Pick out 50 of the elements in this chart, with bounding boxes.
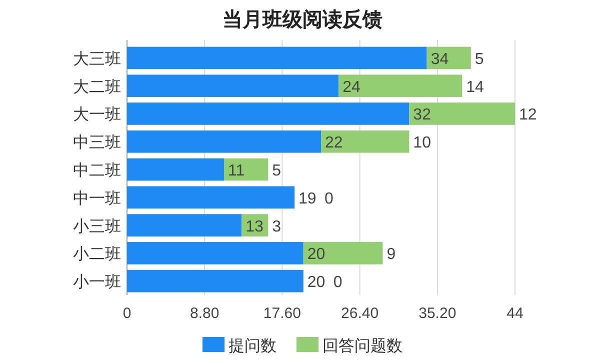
- data-label: 32: [413, 106, 432, 124]
- data-label: 13: [246, 218, 264, 236]
- data-label: 12: [519, 106, 537, 124]
- bar: [303, 242, 383, 264]
- y-tick-label: 中一班: [73, 189, 121, 208]
- x-tick-label: 26.40: [341, 305, 379, 322]
- data-label: 14: [466, 78, 484, 96]
- bar: [127, 130, 321, 153]
- data-label: 9: [386, 246, 396, 264]
- data-label: 24: [342, 78, 361, 96]
- bar: [127, 270, 304, 292]
- bar: [127, 186, 295, 209]
- legend-label: 提问数: [228, 337, 276, 355]
- y-tick-label: 小一班: [73, 273, 121, 292]
- bar: [127, 46, 427, 70]
- x-tick-label: 44: [506, 305, 524, 322]
- x-tick-label: 0: [122, 305, 132, 322]
- data-label: 5: [272, 162, 282, 180]
- y-tick-label: 大二班: [73, 78, 121, 96]
- bar: [127, 102, 410, 125]
- bar: [338, 74, 462, 97]
- data-label: 22: [325, 134, 343, 152]
- data-label: 34: [430, 50, 449, 68]
- data-label: 20: [307, 274, 326, 292]
- bar: [321, 130, 410, 153]
- y-tick-label: 中三班: [73, 134, 121, 152]
- bar: [127, 242, 304, 264]
- bar: [127, 158, 224, 181]
- data-label: 10: [413, 134, 432, 152]
- y-tick-label: 中二班: [73, 162, 121, 180]
- data-label: 3: [272, 218, 282, 236]
- chart-title: 当月班级阅读反馈: [222, 8, 382, 31]
- bar: [127, 214, 242, 236]
- data-label: 19: [298, 190, 316, 208]
- data-label: 11: [228, 162, 245, 180]
- data-label: 20: [307, 246, 326, 264]
- x-tick-label: 35.20: [418, 305, 456, 322]
- legend-label: 回答问题数: [322, 337, 402, 355]
- data-label: 0: [333, 274, 342, 292]
- data-label: 5: [474, 50, 484, 68]
- y-tick-label: 大三班: [73, 50, 121, 68]
- bar: [409, 102, 515, 125]
- data-label: 0: [324, 190, 334, 208]
- x-tick-label: 17.60: [263, 305, 301, 322]
- y-tick-label: 小三班: [73, 217, 121, 236]
- x-tick-label: 8.80: [190, 305, 220, 322]
- y-tick-label: 小二班: [73, 245, 121, 264]
- y-tick-label: 大一班: [73, 106, 121, 124]
- bar: [127, 74, 339, 97]
- bar: [224, 158, 268, 181]
